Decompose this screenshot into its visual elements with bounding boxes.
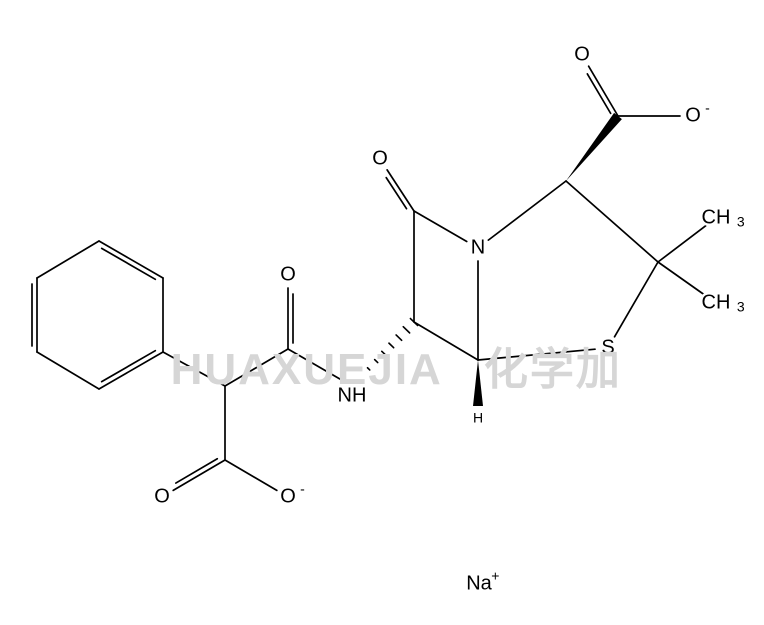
atom-label-o_neg_r: O <box>685 104 701 126</box>
atom-label-o_dbl_l: O <box>154 485 170 507</box>
svg-text:3: 3 <box>737 214 745 230</box>
atom-label-nh: NH <box>338 384 367 406</box>
svg-text:+: + <box>491 568 499 584</box>
atom-label-h_stereo: H <box>473 410 483 426</box>
labels-layer: OOOO--OONHNHOONNHHSSCHCH33CHCH33OOOO--Na… <box>154 43 745 594</box>
bonds-layer <box>32 66 706 490</box>
atom-label-ch3_b: CH <box>702 291 731 313</box>
atom-label-ch3_a: CH <box>702 206 731 228</box>
svg-text:-: - <box>300 481 305 497</box>
atom-label-n_ring: N <box>471 236 485 258</box>
atom-label-na: Na <box>466 572 492 594</box>
atom-label-o_dbl_r: O <box>574 43 590 65</box>
atom-label-s_ring: S <box>601 336 614 358</box>
atom-label-o_amide: O <box>280 263 296 285</box>
molecule-canvas: OOOO--OONHNHOONNHHSSCHCH33CHCH33OOOO--Na… <box>0 0 764 625</box>
svg-text:3: 3 <box>737 299 745 315</box>
svg-text:-: - <box>705 100 710 116</box>
atom-label-o_neg_l: O <box>280 485 296 507</box>
atom-label-o_lac: O <box>372 147 388 169</box>
